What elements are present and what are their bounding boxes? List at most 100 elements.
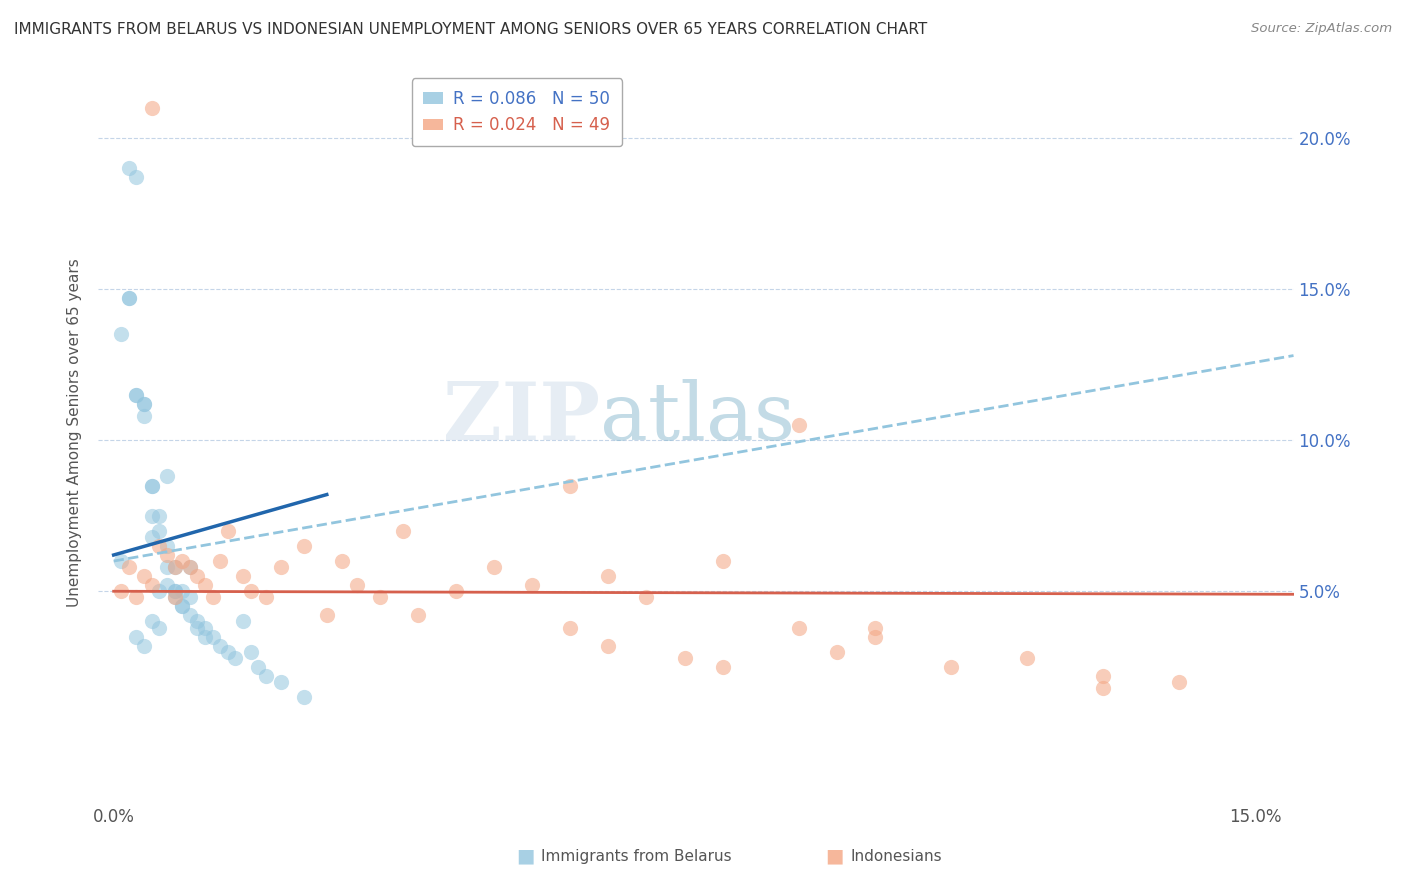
Text: IMMIGRANTS FROM BELARUS VS INDONESIAN UNEMPLOYMENT AMONG SENIORS OVER 65 YEARS C: IMMIGRANTS FROM BELARUS VS INDONESIAN UN… <box>14 22 928 37</box>
Point <box>292 539 315 553</box>
Point <box>125 591 148 605</box>
Point <box>1017 650 1039 665</box>
Point <box>209 639 232 653</box>
Point <box>132 409 155 423</box>
Point <box>711 660 734 674</box>
Point <box>787 418 810 433</box>
Point <box>330 554 353 568</box>
Point <box>254 669 277 683</box>
Point <box>141 478 163 492</box>
Point <box>444 584 467 599</box>
Point <box>148 524 170 538</box>
Point <box>156 578 179 592</box>
Point <box>787 621 810 635</box>
Point <box>863 630 886 644</box>
Point <box>163 591 186 605</box>
Point <box>163 560 186 574</box>
Point <box>118 161 141 176</box>
Point <box>156 548 179 562</box>
Point <box>148 621 170 635</box>
Point <box>118 291 141 305</box>
Point <box>172 599 194 614</box>
Point <box>148 584 170 599</box>
Text: Source: ZipAtlas.com: Source: ZipAtlas.com <box>1251 22 1392 36</box>
Point <box>217 645 239 659</box>
Point <box>201 591 224 605</box>
Point <box>346 578 368 592</box>
Point <box>1092 681 1115 695</box>
Point <box>163 591 186 605</box>
Point <box>560 478 582 492</box>
Point <box>141 530 163 544</box>
Legend: R = 0.086   N = 50, R = 0.024   N = 49: R = 0.086 N = 50, R = 0.024 N = 49 <box>412 78 621 146</box>
Point <box>156 560 179 574</box>
Point <box>172 599 194 614</box>
Point <box>110 554 132 568</box>
Point <box>132 639 155 653</box>
Point <box>186 615 208 629</box>
Point <box>186 569 208 583</box>
Point <box>673 650 696 665</box>
Text: Immigrants from Belarus: Immigrants from Belarus <box>541 849 733 863</box>
Point <box>254 591 277 605</box>
Point <box>232 615 254 629</box>
Text: atlas: atlas <box>600 379 796 457</box>
Point <box>141 508 163 523</box>
Point <box>636 591 658 605</box>
Point <box>132 397 155 411</box>
Y-axis label: Unemployment Among Seniors over 65 years: Unemployment Among Seniors over 65 years <box>66 259 82 607</box>
Point <box>125 630 148 644</box>
Text: ZIP: ZIP <box>443 379 600 457</box>
Point <box>209 554 232 568</box>
Point <box>217 524 239 538</box>
Point <box>163 584 186 599</box>
Point <box>125 388 148 402</box>
Point <box>132 397 155 411</box>
Point <box>406 608 429 623</box>
Point <box>179 560 201 574</box>
Point <box>118 560 141 574</box>
Point <box>110 584 132 599</box>
Point <box>522 578 544 592</box>
Point <box>125 170 148 185</box>
Point <box>179 560 201 574</box>
Point <box>156 539 179 553</box>
Point <box>186 621 208 635</box>
Point <box>141 615 163 629</box>
Point <box>239 645 262 659</box>
Point <box>194 578 217 592</box>
Point <box>118 291 141 305</box>
Point <box>863 621 886 635</box>
Point <box>270 560 292 574</box>
Point <box>560 621 582 635</box>
Point <box>292 690 315 704</box>
Point <box>598 569 620 583</box>
Text: ■: ■ <box>516 847 534 866</box>
Text: ■: ■ <box>825 847 844 866</box>
Point <box>148 508 170 523</box>
Point <box>232 569 254 583</box>
Point <box>247 660 270 674</box>
Point <box>194 630 217 644</box>
Point <box>194 621 217 635</box>
Point <box>239 584 262 599</box>
Point <box>156 469 179 483</box>
Point <box>141 478 163 492</box>
Point <box>270 674 292 689</box>
Point <box>1092 669 1115 683</box>
Point <box>132 569 155 583</box>
Point <box>368 591 391 605</box>
Point <box>392 524 415 538</box>
Point <box>224 650 246 665</box>
Point <box>711 554 734 568</box>
Point <box>939 660 962 674</box>
Point <box>484 560 506 574</box>
Point <box>148 539 170 553</box>
Point <box>825 645 848 659</box>
Point <box>141 101 163 115</box>
Point <box>172 584 194 599</box>
Point <box>110 327 132 342</box>
Text: Indonesians: Indonesians <box>851 849 942 863</box>
Point <box>598 639 620 653</box>
Point <box>125 388 148 402</box>
